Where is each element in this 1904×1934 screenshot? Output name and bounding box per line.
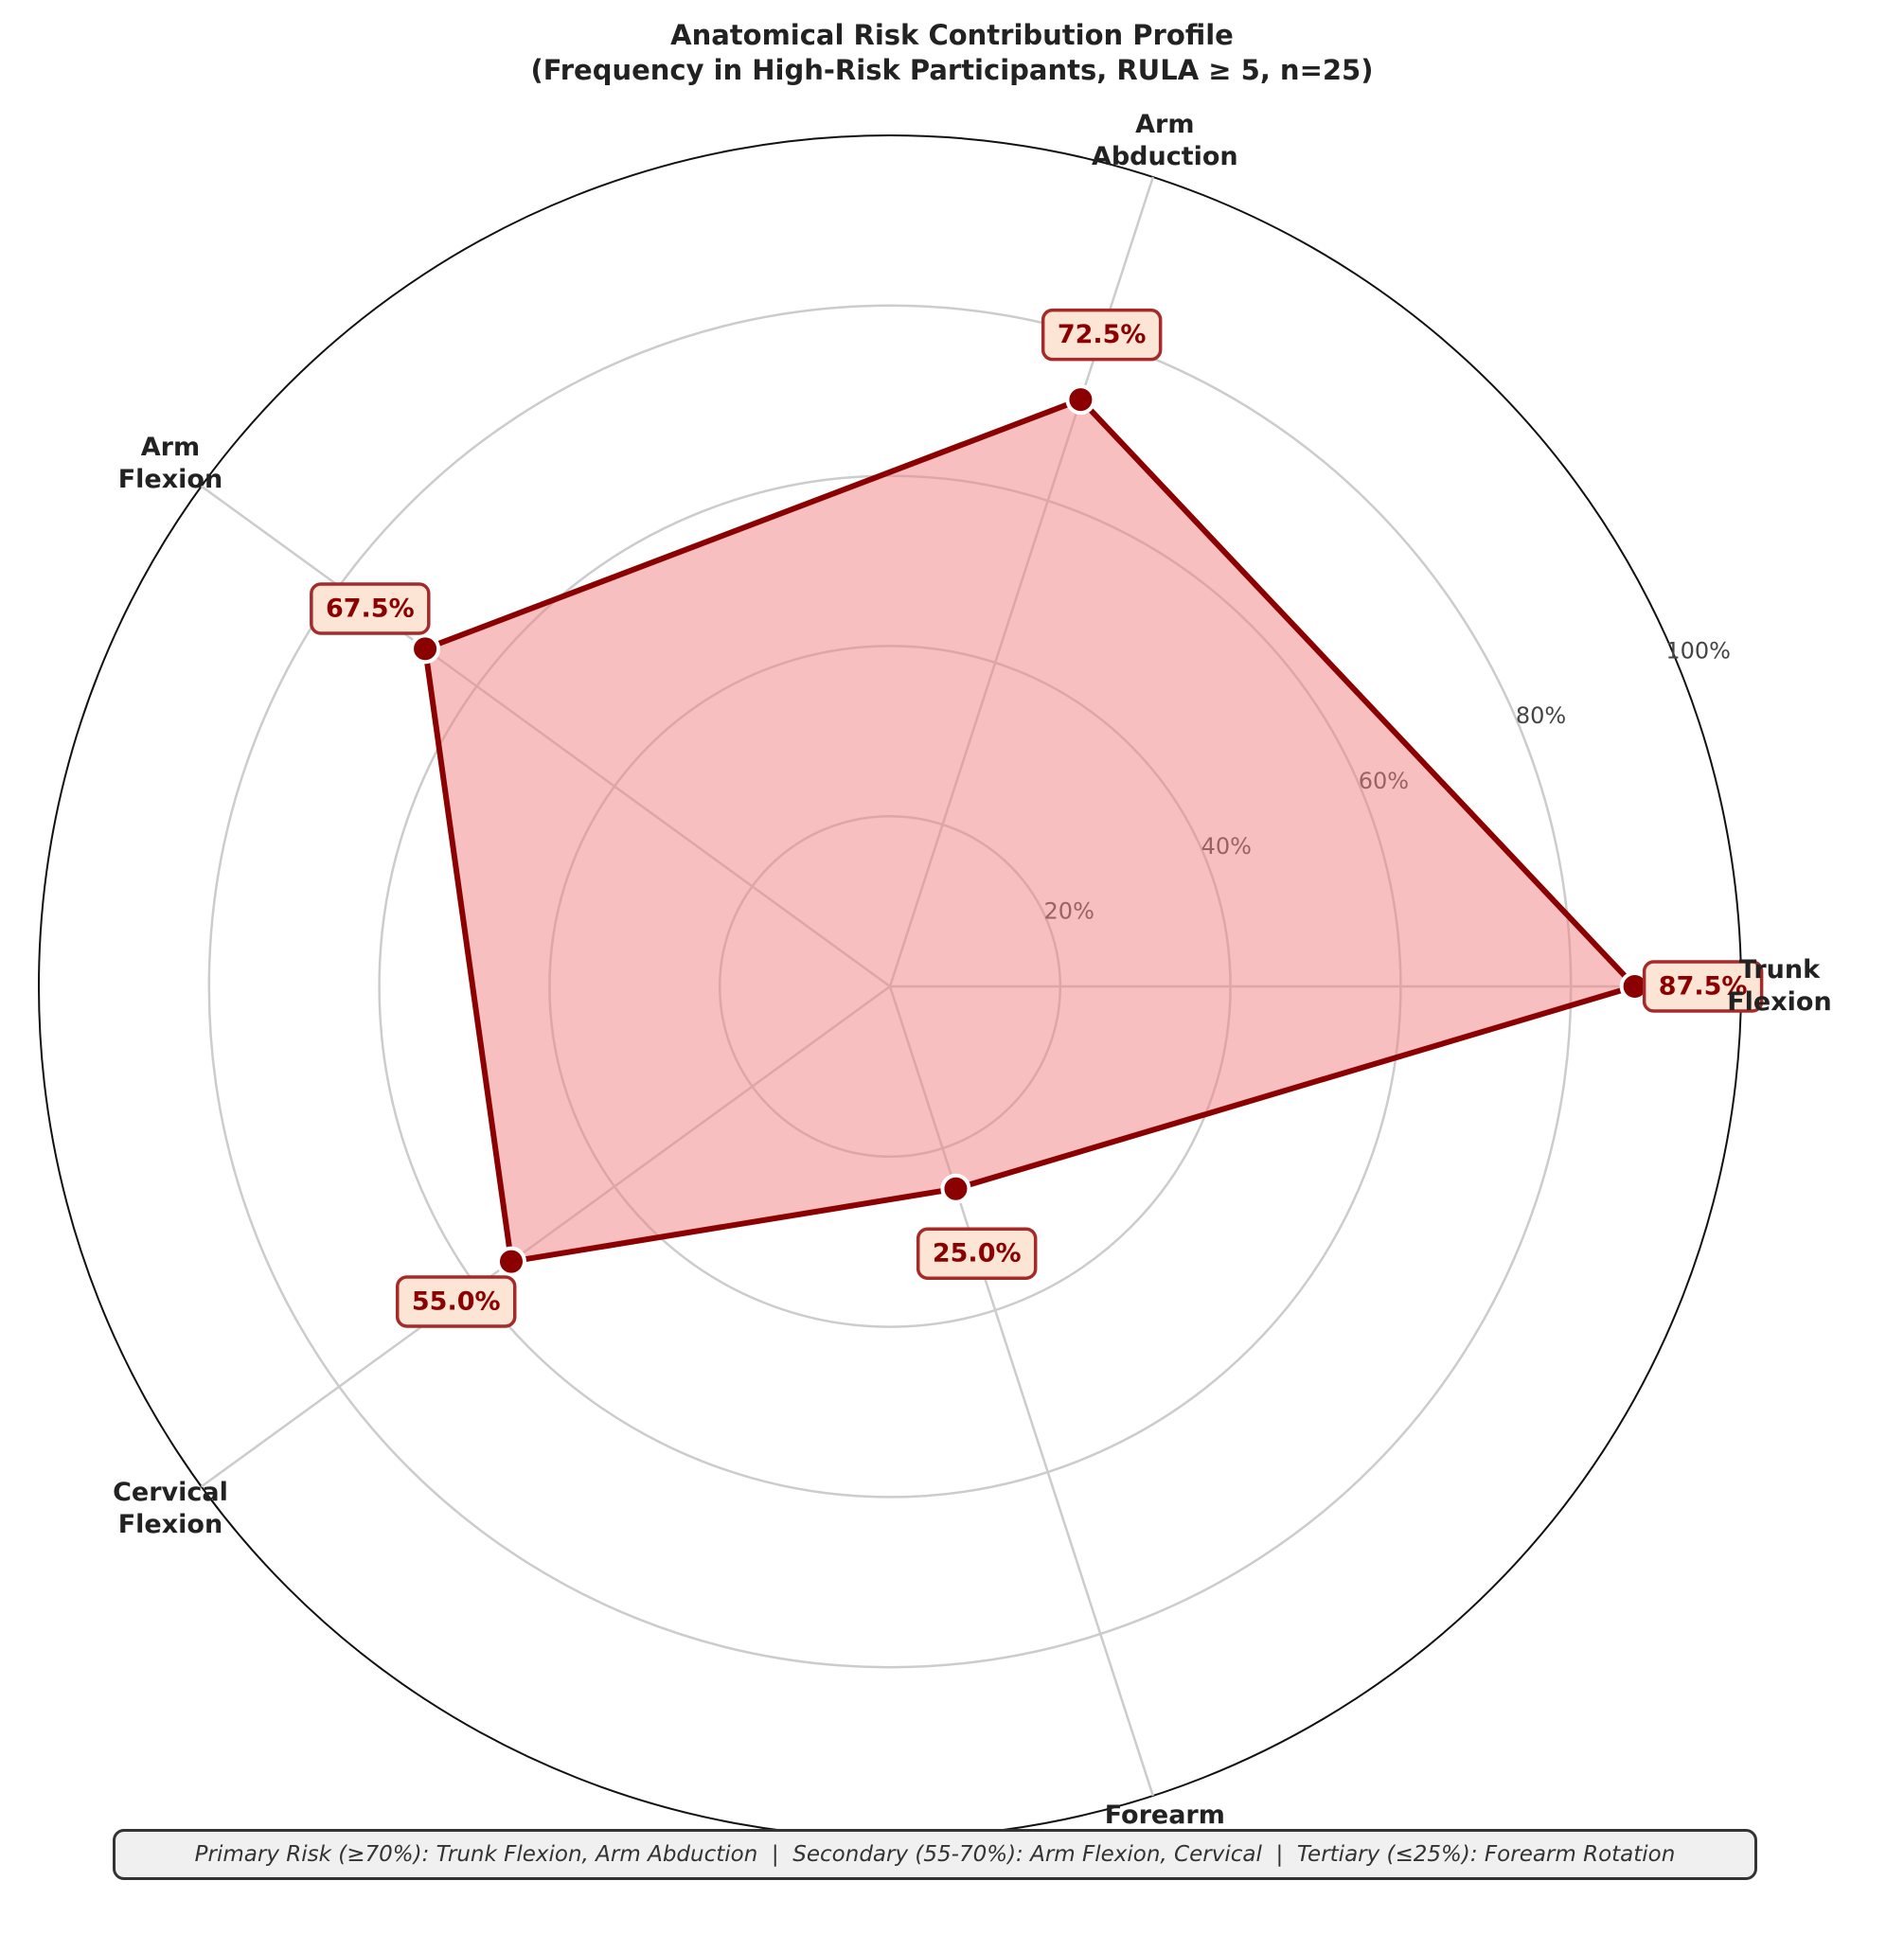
r-tick-label: 100% <box>1665 637 1731 664</box>
value-label-text: 55.0% <box>412 1286 501 1316</box>
radar-area <box>422 397 1638 1265</box>
value-label-box <box>916 1227 1038 1280</box>
value-label-box <box>1041 308 1163 362</box>
r-tick-label: 80% <box>1516 702 1566 729</box>
value-label-text: 87.5% <box>1659 972 1748 1002</box>
value-label: 67.5% <box>310 582 431 635</box>
value-label-box <box>310 582 431 635</box>
value-label: 25.0% <box>916 1227 1038 1280</box>
value-label: 55.0% <box>395 1275 517 1328</box>
data-point <box>940 1173 971 1204</box>
category-label: Cervical Flexion <box>113 1478 228 1540</box>
value-label-text: 25.0% <box>933 1239 1022 1269</box>
value-label-box <box>1642 960 1764 1013</box>
category-label: Trunk Flexion <box>1727 955 1832 1017</box>
value-label: 87.5% <box>1642 960 1764 1013</box>
category-label: Arm Abduction <box>1091 109 1238 171</box>
data-point <box>410 633 441 665</box>
data-point <box>1065 384 1096 416</box>
value-label: 72.5% <box>1041 308 1163 362</box>
value-label-box <box>395 1275 517 1328</box>
value-label-text: 67.5% <box>326 594 415 623</box>
chart-title: Anatomical Risk Contribution Profile <box>670 19 1234 51</box>
value-label-text: 72.5% <box>1058 320 1147 349</box>
category-label: Arm Flexion <box>117 432 223 494</box>
annotation: Primary Risk (≥70%): Trunk Flexion, Arm … <box>113 1829 1757 1880</box>
chart-subtitle: (Frequency in High-Risk Participants, RU… <box>530 54 1374 86</box>
data-point <box>495 1246 526 1277</box>
